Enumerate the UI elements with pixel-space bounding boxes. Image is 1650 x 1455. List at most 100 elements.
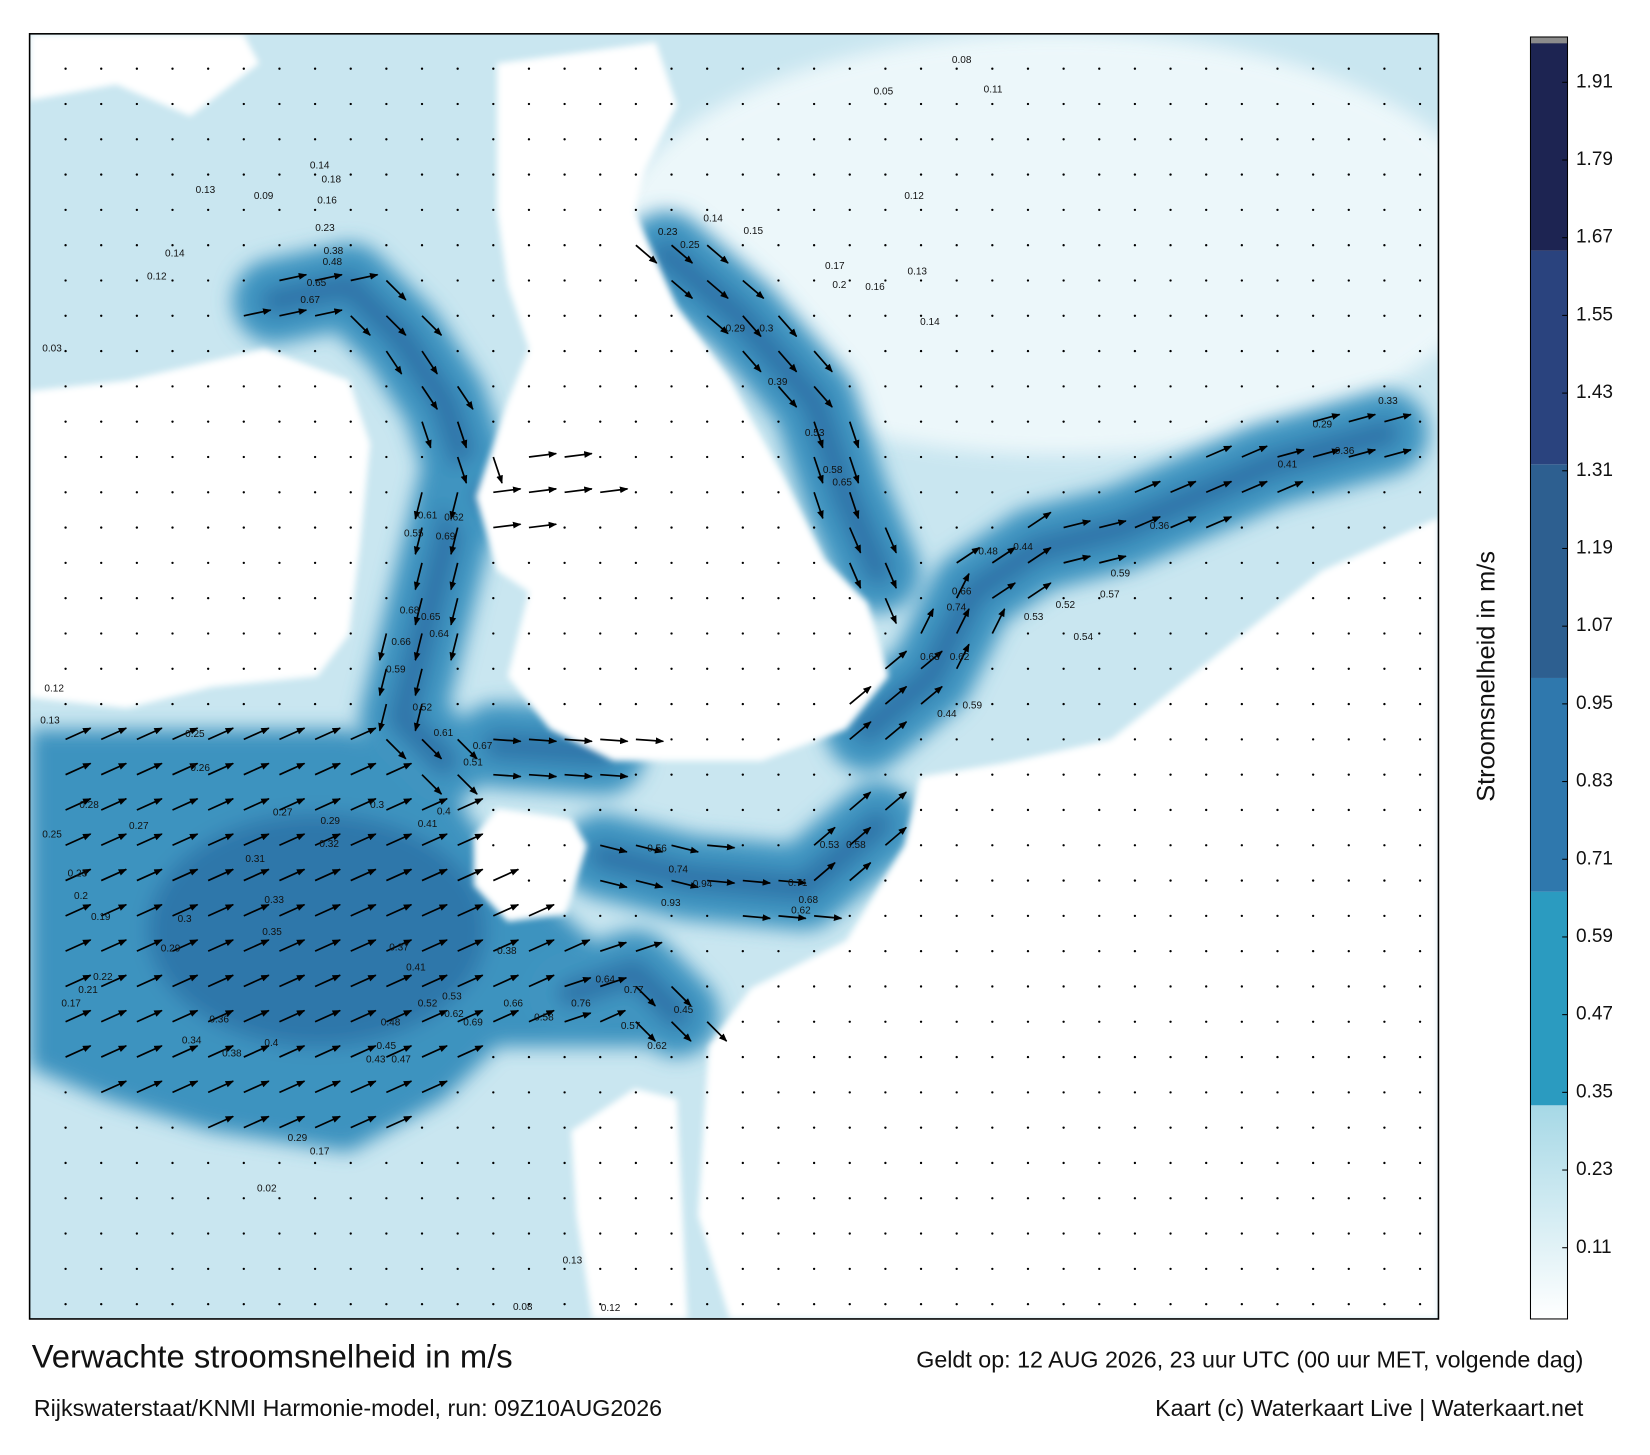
grid-dot: [991, 385, 994, 388]
grid-dot: [599, 632, 602, 635]
grid-dot: [1098, 667, 1101, 670]
grid-dot: [1383, 597, 1386, 600]
current-arrow: [564, 772, 593, 780]
grid-dot: [313, 349, 317, 353]
grid-dot: [706, 1302, 709, 1306]
grid-dot: [884, 208, 887, 212]
grid-dot: [135, 597, 139, 600]
grid-dot: [349, 1302, 352, 1306]
grid-dot: [1347, 526, 1350, 529]
land: [29, 33, 1439, 1319]
grid-dot: [599, 208, 602, 212]
grid-dot: [1311, 102, 1315, 106]
current-arrow: [386, 762, 413, 776]
colorbar-tick-label: 0.59: [1576, 926, 1613, 947]
colorbar-band: [1530, 36, 1568, 251]
grid-dot: [919, 102, 923, 106]
grid-dot: [349, 632, 352, 635]
grid-dot: [1347, 1126, 1350, 1129]
grid-dot: [278, 138, 281, 141]
grid-dot: [1240, 526, 1243, 529]
grid-dot: [955, 1302, 958, 1306]
current-arrow: [136, 1080, 163, 1094]
grid-dot: [848, 67, 851, 70]
grid-dot: [1276, 138, 1279, 141]
grid-dot: [1347, 138, 1350, 141]
grid-dot: [1169, 985, 1172, 988]
current-arrow: [314, 1009, 341, 1023]
current-arrow: [991, 608, 1006, 634]
grid-dot: [1276, 526, 1279, 529]
grid-dot: [1062, 102, 1065, 106]
grid-dot: [527, 244, 531, 247]
credit: Kaart (c) Waterkaart Live | Waterkaart.n…: [1155, 1395, 1584, 1421]
grid-dot: [812, 279, 816, 282]
grid-dot: [706, 632, 709, 635]
grid-dot: [242, 1232, 245, 1235]
grid-dot: [599, 1197, 602, 1200]
grid-dot: [527, 879, 531, 882]
grid-dot: [1347, 985, 1350, 988]
speed-label: 0.65: [832, 478, 852, 489]
grid-dot: [1205, 1126, 1208, 1129]
grid-dot: [313, 597, 317, 600]
grid-dot: [1383, 632, 1386, 635]
grid-dot: [1418, 279, 1422, 282]
current-arrow: [243, 1009, 270, 1023]
grid-dot: [135, 561, 139, 565]
speed-label: 0.23: [658, 227, 678, 238]
grid-dot: [100, 597, 103, 600]
current-arrow: [492, 456, 503, 484]
speed-label: 0.29: [161, 944, 181, 955]
current-arrow: [421, 1045, 448, 1058]
grid-dot: [242, 667, 245, 670]
grid-dot: [919, 985, 923, 988]
grid-dot: [64, 173, 67, 176]
colorbar-tick-label: 0.23: [1576, 1159, 1613, 1180]
speed-label: 0.62: [950, 652, 970, 663]
grid-dot: [812, 738, 816, 741]
grid-dot: [206, 561, 210, 565]
current-arrow: [1063, 554, 1092, 564]
grid-dot: [848, 314, 851, 317]
grid-dot: [242, 208, 245, 212]
grid-dot: [385, 208, 388, 212]
grid-dot: [278, 173, 281, 176]
grid-dot: [1026, 244, 1030, 247]
current-arrow: [350, 727, 377, 741]
grid-dot: [1062, 385, 1065, 388]
grid-dot: [1347, 314, 1350, 317]
grid-dot: [1311, 1126, 1315, 1129]
current-arrow: [421, 939, 448, 952]
grid-dot: [206, 702, 210, 706]
grid-dot: [741, 738, 744, 741]
grid-dot: [313, 1161, 317, 1165]
current-arrow: [243, 868, 270, 882]
current-arrow: [884, 527, 898, 554]
grid-dot: [349, 561, 352, 565]
grid-dot: [64, 1197, 67, 1200]
grid-dot: [1133, 561, 1137, 565]
current-arrow: [421, 350, 438, 375]
current-arrow: [65, 762, 92, 776]
grid-dot: [991, 914, 994, 918]
grid-dot: [1026, 385, 1030, 388]
grid-dot: [100, 1126, 103, 1129]
grid-dot: [1347, 385, 1350, 388]
speed-label: 0.56: [647, 843, 667, 854]
grid-dot: [848, 985, 851, 988]
grid-dot: [848, 1055, 851, 1059]
grid-dot: [420, 102, 424, 106]
grid-dot: [1311, 138, 1315, 141]
grid-dot: [1240, 67, 1243, 70]
colorbar-label: Stroomsnelheid in m/s: [1473, 551, 1501, 802]
grid-dot: [777, 844, 780, 847]
grid-dot: [1169, 1091, 1172, 1094]
speed-label: 0.47: [391, 1055, 411, 1066]
current-arrow: [920, 685, 943, 705]
grid-dot: [955, 208, 958, 212]
grid-dot: [741, 1232, 744, 1235]
grid-dot: [848, 1267, 851, 1271]
current-arrow: [279, 868, 306, 882]
grid-dot: [349, 1197, 352, 1200]
